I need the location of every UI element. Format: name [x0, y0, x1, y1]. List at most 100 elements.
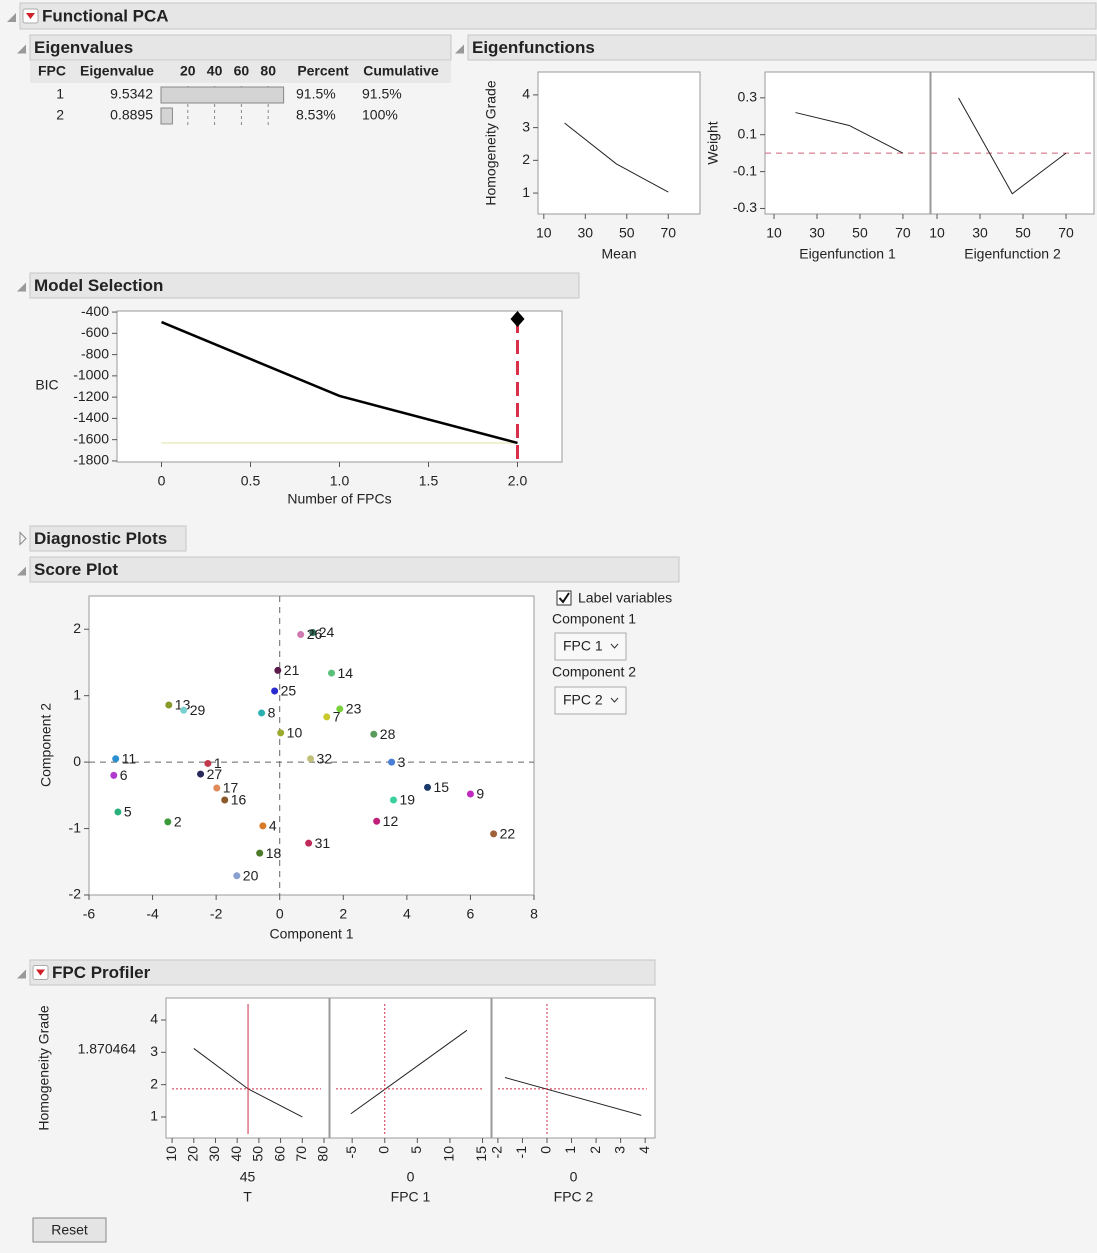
score-point[interactable]	[323, 713, 331, 721]
point-label: 11	[122, 750, 137, 766]
dropdown[interactable]	[554, 632, 627, 661]
y-tick-label: 2	[522, 151, 530, 167]
series-line	[958, 97, 1067, 195]
point-label: 4	[269, 818, 277, 834]
score-point[interactable]	[180, 706, 188, 714]
dropdown-arrow	[610, 697, 619, 703]
point-label: 21	[284, 662, 300, 678]
reset-label[interactable]: Reset	[51, 1222, 88, 1238]
series-line	[504, 1077, 642, 1116]
y-tick-label: -1400	[73, 409, 109, 425]
score-point[interactable]	[164, 818, 172, 826]
y-tick-label: 4	[522, 86, 530, 102]
score-point[interactable]	[336, 705, 344, 713]
x-tick-label: 80	[315, 1146, 331, 1162]
score-point[interactable]	[424, 783, 432, 791]
y-axis-label: Homogeneity Grade	[483, 80, 499, 206]
section-title: Score Plot	[34, 560, 118, 579]
x-tick-label: 50	[852, 225, 868, 241]
eigenvalue-cell: 0.8895	[110, 107, 153, 123]
x-tick-label: 0	[158, 473, 166, 489]
x-tick-label: 50	[1015, 225, 1031, 241]
score-point[interactable]	[213, 784, 221, 792]
x-tick-label: 70	[293, 1146, 309, 1162]
score-point[interactable]	[110, 771, 118, 779]
dropdown[interactable]	[554, 686, 627, 715]
score-point[interactable]	[221, 796, 229, 804]
x-tick-label: 4	[403, 906, 411, 922]
point-label: 19	[400, 792, 416, 808]
percent-bar	[160, 107, 173, 125]
score-point[interactable]	[112, 755, 120, 763]
disclosure-icon[interactable]	[17, 969, 26, 979]
x-tick-label: 70	[895, 225, 911, 241]
x-tick-label: 15	[473, 1146, 489, 1162]
point-label: 10	[287, 725, 303, 741]
current-x-value[interactable]: 0	[407, 1169, 415, 1185]
disclosure-icon[interactable]	[19, 531, 27, 546]
current-x-value[interactable]: 0	[570, 1169, 578, 1185]
x-tick-label: 0	[276, 906, 284, 922]
point-label: 24	[319, 624, 335, 640]
score-point[interactable]	[370, 730, 378, 738]
dropdown-value: FPC 1	[563, 638, 603, 654]
score-point[interactable]	[373, 817, 381, 825]
x-tick-label: 2.0	[508, 473, 528, 489]
x-tick-label: 30	[578, 225, 594, 241]
x-tick-label: -1	[513, 1146, 529, 1159]
y-tick-label: 3	[150, 1043, 158, 1059]
selected-marker[interactable]	[510, 311, 525, 327]
x-tick-label: 30	[809, 225, 825, 241]
dropdown-arrow	[610, 643, 619, 649]
score-point[interactable]	[297, 631, 305, 639]
control-label: Component 1	[552, 611, 636, 627]
x-tick-label: 10	[536, 225, 552, 241]
score-point[interactable]	[274, 666, 282, 674]
x-tick-label: 0	[538, 1146, 554, 1154]
score-point[interactable]	[258, 709, 266, 717]
x-tick-label: -4	[146, 906, 159, 922]
score-point[interactable]	[305, 839, 313, 847]
score-point[interactable]	[204, 759, 212, 767]
percent-cell: 91.5%	[296, 86, 336, 102]
score-point[interactable]	[388, 758, 396, 766]
point-label: 29	[190, 702, 206, 718]
disclosure-icon[interactable]	[17, 566, 26, 576]
score-point[interactable]	[466, 790, 474, 798]
score-point[interactable]	[165, 701, 173, 709]
score-point[interactable]	[271, 687, 279, 695]
score-point[interactable]	[256, 849, 264, 857]
fpc-cell: 2	[56, 107, 64, 123]
section-header	[29, 525, 187, 552]
score-point[interactable]	[309, 629, 317, 637]
score-point[interactable]	[233, 872, 241, 880]
score-point[interactable]	[197, 770, 205, 778]
x-tick-label: 30	[972, 225, 988, 241]
plot-frame	[930, 71, 1095, 215]
score-point[interactable]	[259, 822, 267, 830]
reset-button[interactable]	[32, 1217, 107, 1243]
score-point[interactable]	[277, 729, 285, 737]
score-point[interactable]	[307, 755, 315, 763]
column-header: Eigenvalue	[80, 63, 154, 79]
disclosure-icon[interactable]	[17, 282, 26, 292]
section-title: Model Selection	[34, 276, 163, 295]
x-tick-label: 2	[587, 1146, 603, 1154]
disclosure-icon[interactable]	[17, 44, 26, 54]
score-point[interactable]	[328, 669, 336, 677]
disclosure-icon[interactable]	[455, 44, 464, 54]
score-point[interactable]	[390, 796, 398, 804]
dropdown-value: FPC 2	[563, 692, 603, 708]
disclosure-icon[interactable]	[7, 13, 16, 22]
cumulative-cell: 91.5%	[362, 86, 402, 102]
score-point[interactable]	[490, 830, 498, 838]
series-line	[350, 1029, 468, 1115]
y-axis-label: Homogeneity Grade	[36, 1005, 52, 1131]
current-x-value[interactable]: 45	[240, 1169, 256, 1185]
y-tick-label: -400	[81, 303, 109, 319]
x-tick-label: 50	[619, 225, 635, 241]
x-tick-label: 1.5	[419, 473, 439, 489]
plot-frame	[329, 997, 492, 1139]
series-line	[564, 122, 669, 193]
score-point[interactable]	[114, 808, 122, 816]
